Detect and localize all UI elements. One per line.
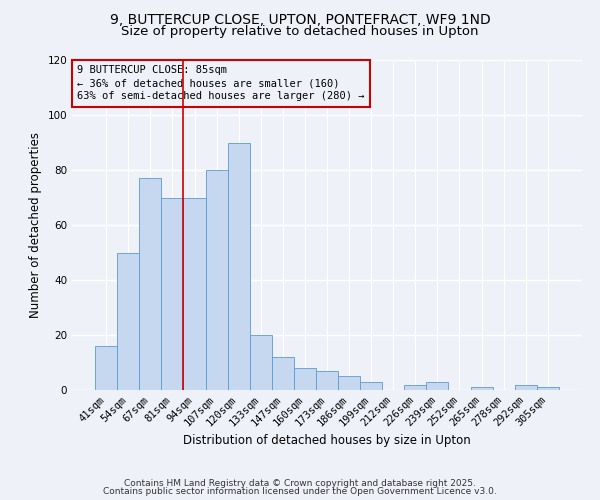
Text: 9 BUTTERCUP CLOSE: 85sqm
← 36% of detached houses are smaller (160)
63% of semi-: 9 BUTTERCUP CLOSE: 85sqm ← 36% of detach… [77, 65, 365, 102]
Bar [95, 346, 117, 390]
Bar [404, 384, 427, 390]
Bar [537, 387, 559, 390]
Bar [272, 357, 294, 390]
Bar [360, 382, 382, 390]
Y-axis label: Number of detached properties: Number of detached properties [29, 132, 42, 318]
Bar [206, 170, 227, 390]
Bar [515, 384, 537, 390]
Text: Contains HM Land Registry data © Crown copyright and database right 2025.: Contains HM Land Registry data © Crown c… [124, 478, 476, 488]
Bar [250, 335, 272, 390]
Bar [227, 142, 250, 390]
X-axis label: Distribution of detached houses by size in Upton: Distribution of detached houses by size … [183, 434, 471, 447]
Text: Size of property relative to detached houses in Upton: Size of property relative to detached ho… [121, 25, 479, 38]
Bar [117, 252, 139, 390]
Bar [338, 376, 360, 390]
Bar [161, 198, 184, 390]
Bar [316, 371, 338, 390]
Bar [184, 198, 206, 390]
Bar [139, 178, 161, 390]
Text: Contains public sector information licensed under the Open Government Licence v3: Contains public sector information licen… [103, 487, 497, 496]
Bar [427, 382, 448, 390]
Bar [294, 368, 316, 390]
Text: 9, BUTTERCUP CLOSE, UPTON, PONTEFRACT, WF9 1ND: 9, BUTTERCUP CLOSE, UPTON, PONTEFRACT, W… [110, 12, 490, 26]
Bar [470, 387, 493, 390]
